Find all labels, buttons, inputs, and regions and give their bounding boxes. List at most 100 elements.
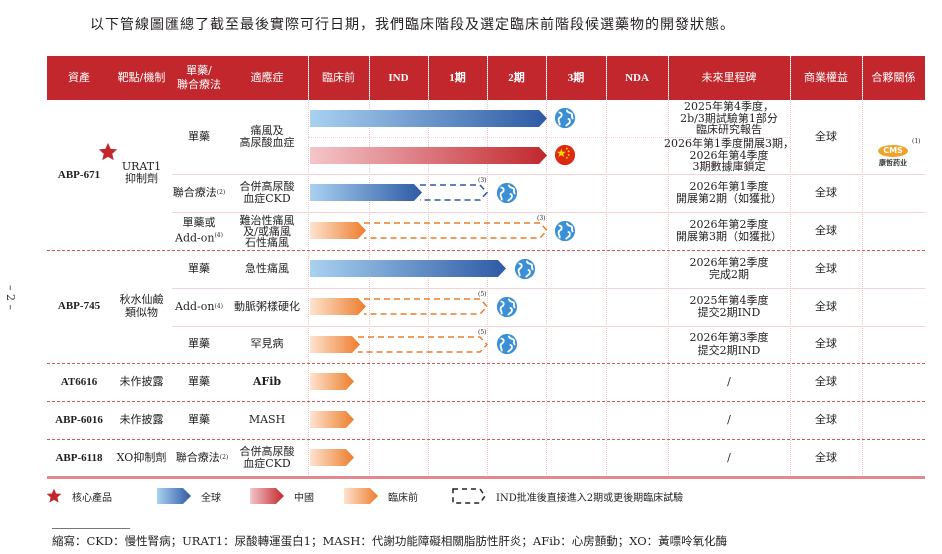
row-divider bbox=[172, 288, 925, 289]
page-title: 以下管線圖匯總了截至最後實際可行日期，我們臨床階段及選定臨床前階段候選藥物的開發… bbox=[90, 17, 735, 33]
progress-bar-preclinical bbox=[310, 336, 360, 353]
header-phase2: 2期 bbox=[508, 72, 525, 84]
globe-icon bbox=[554, 107, 576, 129]
group-divider bbox=[47, 401, 925, 402]
therapy: 單藥或 Add-on(4) bbox=[172, 212, 226, 250]
commercial-rights: 全球 bbox=[815, 261, 837, 275]
milestone: 2025年第4季度 提交2期IND bbox=[668, 288, 790, 326]
target: 未作披露 bbox=[119, 374, 164, 388]
progress-bar-preclinical bbox=[310, 222, 366, 239]
milestone-line: 提交2期IND bbox=[697, 306, 761, 319]
legend-china: 中國 bbox=[250, 488, 314, 504]
target: 未作披露 bbox=[119, 412, 164, 426]
progress-bar-china bbox=[310, 147, 547, 164]
therapy-label: Add-on bbox=[175, 299, 215, 313]
milestone-line: 3期數據庫鎖定 bbox=[692, 160, 766, 174]
legend-swatch-china bbox=[250, 488, 284, 504]
milestone-line: 完成2期 bbox=[709, 268, 749, 281]
grid-line bbox=[668, 56, 669, 477]
header-asset: 資產 bbox=[68, 71, 90, 84]
therapy: 聯合療法 (2) bbox=[168, 174, 230, 212]
milestone-line: 2025年第4季度 bbox=[689, 293, 769, 307]
header-divider bbox=[606, 56, 607, 100]
asset-abp-745: ABP-745 bbox=[57, 300, 101, 313]
commercial-rights: 全球 bbox=[815, 337, 837, 351]
grid-line bbox=[546, 56, 547, 477]
indication-line: 合併高尿酸 bbox=[239, 179, 295, 193]
milestone-line: 2026年第2季度 bbox=[689, 255, 769, 269]
progress-bar-preclinical bbox=[310, 449, 354, 466]
header-divider bbox=[546, 56, 547, 100]
indication: 合併高尿酸 血症CKD bbox=[234, 174, 300, 212]
indication: 罕見病 bbox=[250, 337, 284, 351]
footnote-ref: (5) bbox=[478, 291, 487, 298]
indication: 難治性痛風 及/或痛風 石性痛風 bbox=[234, 212, 300, 250]
milestone-line: 提交2期IND bbox=[697, 343, 761, 357]
therapy: 單藥 bbox=[188, 412, 210, 426]
legend-core: 核心產品 bbox=[46, 488, 112, 504]
globe-icon bbox=[554, 220, 576, 242]
grid-line bbox=[790, 56, 791, 477]
milestone: / bbox=[727, 374, 731, 388]
header-therapy-line1: 單藥/ bbox=[186, 64, 212, 77]
progress-bar-preclinical bbox=[310, 298, 366, 315]
row-divider bbox=[172, 212, 925, 213]
footnote-ref: (2) bbox=[219, 453, 229, 461]
commercial-rights: 全球 bbox=[815, 299, 837, 313]
asset-abp-6118: ABP-6118 bbox=[55, 451, 103, 464]
footnote-ref: (2) bbox=[216, 188, 226, 196]
milestone: 2026年第2季度 開展第3期（如獲批） bbox=[668, 212, 790, 250]
header-target: 靶點/機制 bbox=[117, 71, 166, 84]
header-ind: IND bbox=[388, 72, 409, 84]
grid-line bbox=[308, 56, 309, 477]
core-product-star-icon bbox=[98, 142, 118, 166]
header-phase3: 3期 bbox=[567, 72, 585, 84]
footnote-ref: (3) bbox=[478, 177, 487, 184]
target-line1: URAT1 bbox=[121, 159, 162, 173]
legend-preclinical: 臨床前 bbox=[344, 488, 418, 504]
abbreviations-footnote: 縮寫：CKD：慢性腎病；URAT1：尿酸轉運蛋白1；MASH：代謝功能障礙相關脂… bbox=[52, 534, 728, 548]
ind-direct-dashed-bar bbox=[420, 184, 489, 201]
milestone-line: 2026年第4季度 bbox=[689, 148, 769, 162]
header-therapy-line2: 聯合療法 bbox=[177, 78, 221, 91]
header-divider bbox=[487, 56, 488, 100]
china-flag-icon bbox=[554, 144, 576, 166]
target-line2: 抑制劑 bbox=[125, 172, 158, 185]
grid-line bbox=[862, 56, 863, 477]
milestone-line: 2026年第3季度 bbox=[689, 331, 769, 344]
milestone-line: 開展第2期（如獲批） bbox=[676, 192, 782, 205]
legend-label: 全球 bbox=[201, 492, 221, 504]
header-phase1: 1期 bbox=[449, 72, 466, 84]
indication: 動脈粥樣硬化 bbox=[234, 299, 300, 313]
header-milestone: 未來里程碑 bbox=[701, 71, 757, 84]
indication: 急性痛風 bbox=[245, 261, 289, 275]
header-divider bbox=[668, 56, 669, 100]
legend-global: 全球 bbox=[157, 488, 221, 504]
legend-ind-direct: IND批准後直接進入2期或更後期臨床試驗 bbox=[452, 488, 683, 504]
progress-bar-global bbox=[310, 260, 506, 277]
footnote-ref: (4) bbox=[214, 302, 223, 310]
therapy: 單藥 bbox=[188, 337, 210, 351]
header-preclinical: 臨床前 bbox=[322, 71, 355, 84]
target-line1: 秋水仙鹼 bbox=[119, 293, 164, 306]
therapy: Add-on (4) bbox=[168, 288, 230, 326]
row-divider bbox=[172, 174, 925, 175]
legend-label: IND批准後直接進入2期或更後期臨床試驗 bbox=[496, 492, 684, 504]
asset-at6616: AT6616 bbox=[60, 375, 98, 388]
progress-bar-preclinical bbox=[310, 373, 354, 390]
commercial-rights: 全球 bbox=[815, 223, 837, 237]
star-icon bbox=[46, 488, 62, 503]
header-therapy: 單藥/聯合療法 bbox=[172, 56, 226, 100]
page-number: – 2 – bbox=[4, 285, 17, 310]
therapy-text: Add-on bbox=[175, 231, 215, 245]
footnote-divider bbox=[52, 528, 130, 529]
header-divider bbox=[308, 56, 309, 100]
indication: 合併高尿酸 血症CKD bbox=[234, 439, 300, 477]
commercial-rights: 全球 bbox=[815, 129, 837, 143]
commercial-rights: 全球 bbox=[815, 450, 837, 464]
header-nda: NDA bbox=[625, 72, 649, 84]
therapy: 單藥 bbox=[188, 374, 210, 388]
commercial-rights: 全球 bbox=[815, 374, 837, 388]
header-indication: 適應症 bbox=[250, 71, 284, 84]
indication: AFib bbox=[252, 374, 282, 388]
